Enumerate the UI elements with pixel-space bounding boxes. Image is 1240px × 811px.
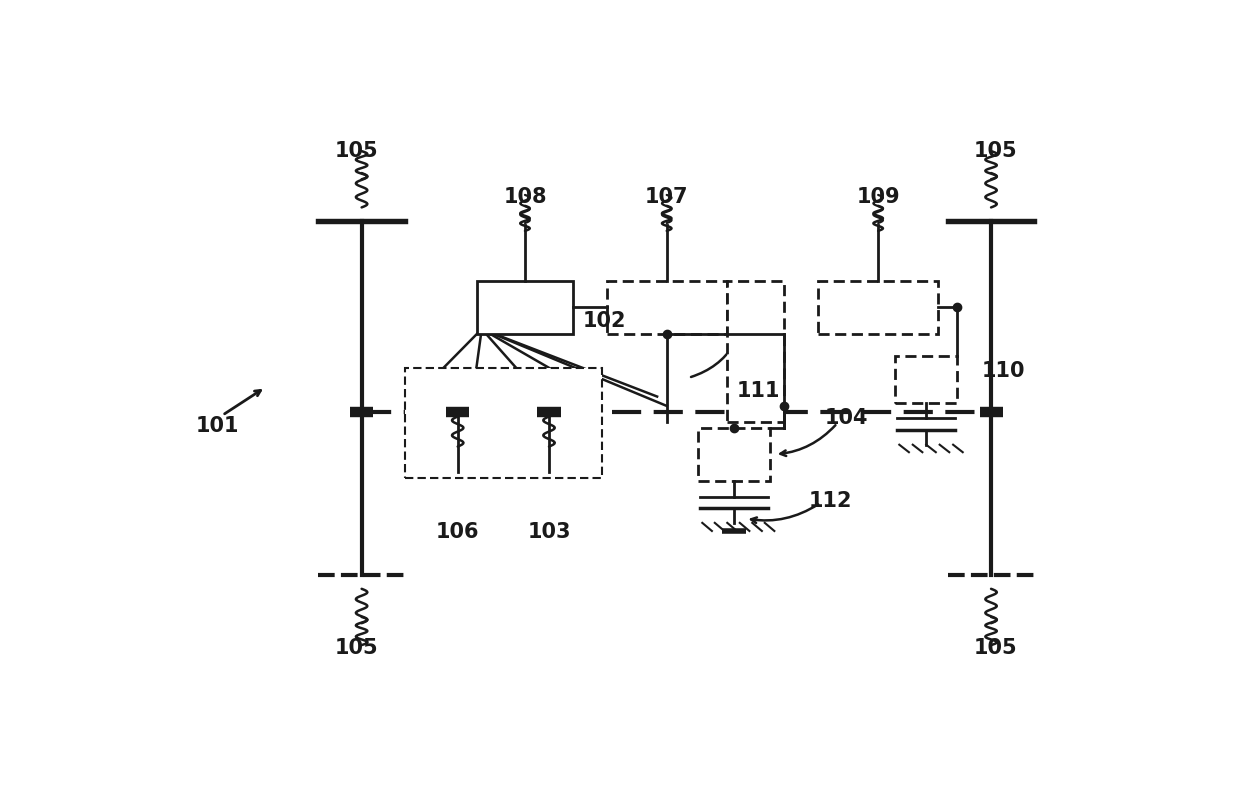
- Text: 111: 111: [737, 381, 780, 401]
- Text: 109: 109: [857, 187, 900, 208]
- Bar: [414, 375, 501, 472]
- Text: 107: 107: [645, 187, 688, 208]
- Bar: [404, 369, 601, 478]
- Text: 108: 108: [503, 187, 547, 208]
- Text: 110: 110: [982, 361, 1025, 380]
- Text: 105: 105: [335, 140, 378, 161]
- Bar: [895, 357, 957, 403]
- Text: 103: 103: [527, 521, 570, 541]
- Text: 105: 105: [335, 637, 378, 657]
- Text: 105: 105: [975, 140, 1018, 161]
- Bar: [506, 375, 593, 472]
- Bar: [818, 281, 939, 335]
- Bar: [477, 281, 573, 335]
- Text: 101: 101: [196, 415, 239, 436]
- Text: 112: 112: [808, 490, 852, 510]
- Bar: [698, 428, 770, 482]
- Text: 102: 102: [583, 311, 626, 331]
- Bar: [727, 281, 785, 422]
- Text: 106: 106: [436, 521, 480, 541]
- Text: 104: 104: [825, 407, 869, 427]
- Bar: [606, 281, 727, 335]
- Text: 105: 105: [975, 637, 1018, 657]
